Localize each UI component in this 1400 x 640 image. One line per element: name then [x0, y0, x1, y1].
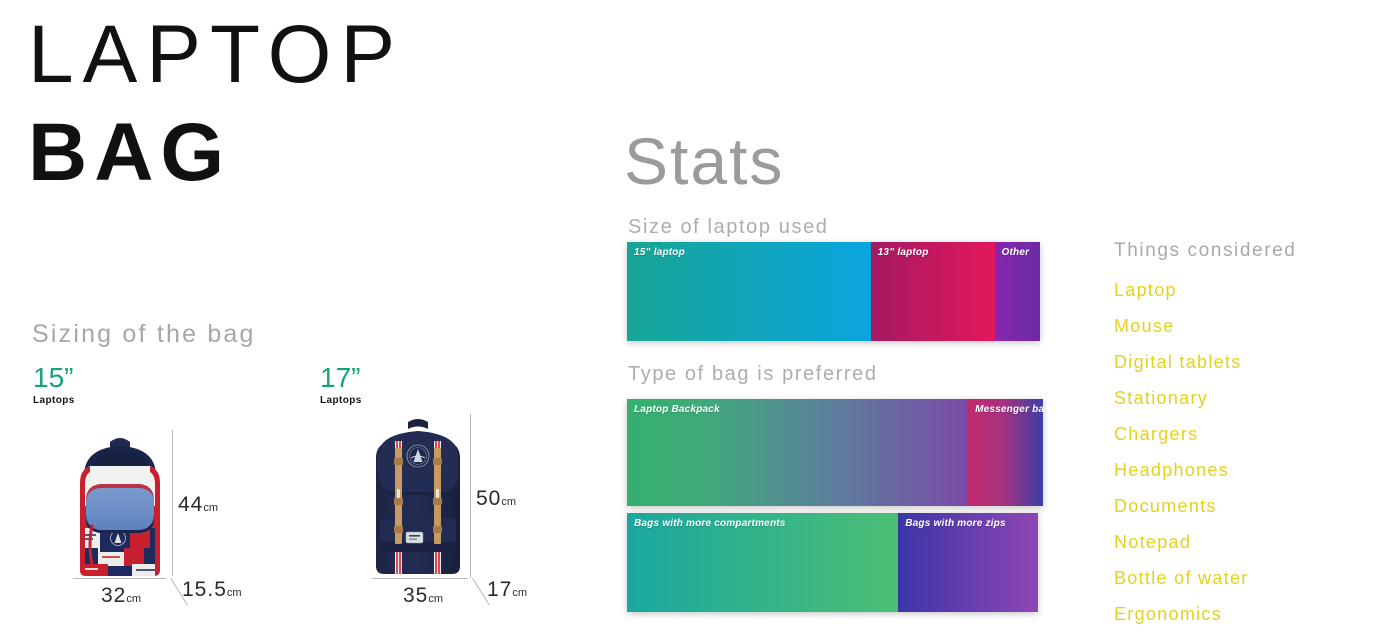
dim-line-width-17 — [372, 578, 468, 579]
bar-segment-other[interactable]: Other — [994, 242, 1040, 341]
chart-caption-type-of-bag: Type of bag is preferred — [628, 363, 878, 385]
considered-item: Stationary — [1114, 388, 1209, 408]
considered-item: Laptop — [1114, 280, 1177, 300]
dim-line-width-15 — [73, 578, 166, 579]
bar-segment-15-laptop[interactable]: 15” laptop — [627, 242, 871, 341]
considered-item: Digital tablets — [1114, 352, 1242, 372]
stats-title: Stats — [624, 124, 785, 198]
chart-caption-size-of-laptop: Size of laptop used — [628, 216, 829, 238]
dim-depth-17: 17cm — [487, 578, 528, 601]
bar-segment-13-laptop[interactable]: 13” laptop — [870, 242, 995, 341]
title-line-2: BAG — [28, 107, 232, 198]
considered-item: Documents — [1114, 496, 1217, 516]
considered-item: Mouse — [1114, 316, 1175, 336]
backpack-image-17-inch — [376, 419, 460, 574]
things-considered-title: Things considered — [1114, 240, 1297, 261]
dim-width-15: 32cm — [101, 584, 142, 607]
considered-item: Headphones — [1114, 460, 1230, 480]
stacked-bar-compartments-vs-zips: Bags with more compartments Bags with mo… — [627, 513, 1038, 612]
page-title: LAPTOP BAG — [28, 14, 404, 194]
things-considered-list: Laptop Mouse Digital tablets Stationary Char… — [1114, 272, 1384, 632]
size-inches-15: 15” — [33, 362, 74, 393]
bar-segment-more-compartments[interactable]: Bags with more compartments — [627, 513, 899, 612]
bar-segment-label: Messenger bags — [975, 404, 1043, 415]
bar-segment-label: Other — [1001, 247, 1030, 258]
considered-item: Notepad — [1114, 532, 1192, 552]
bar-segment-more-zips[interactable]: Bags with more zips — [898, 513, 1038, 612]
title-line-1: LAPTOP — [28, 9, 405, 100]
backpack-image-15-inch — [80, 438, 160, 576]
size-sub-15: Laptops — [33, 395, 75, 406]
size-label-15: 15” Laptops — [33, 362, 75, 406]
dim-depth-15: 15.5cm — [182, 578, 242, 601]
considered-item: Chargers — [1114, 424, 1199, 444]
stacked-bar-type-of-bag: Laptop Backpack Messenger bags — [627, 399, 1043, 506]
considered-item: Ergonomics — [1114, 604, 1223, 624]
bar-segment-label: Laptop Backpack — [634, 404, 720, 415]
bar-segment-label: 13” laptop — [877, 247, 929, 258]
dim-height-15: 44cm — [178, 493, 219, 516]
bar-segment-label: Bags with more zips — [905, 518, 1006, 529]
size-label-17: 17” Laptops — [320, 362, 362, 406]
dim-line-height-15 — [172, 430, 173, 576]
bar-segment-messenger-bags[interactable]: Messenger bags — [968, 399, 1043, 506]
stacked-bar-size-of-laptop: 15” laptop 13” laptop Other — [627, 242, 1040, 341]
bar-segment-laptop-backpack[interactable]: Laptop Backpack — [627, 399, 969, 506]
dim-width-17: 35cm — [403, 584, 444, 607]
considered-item: Bottle of water — [1114, 568, 1249, 588]
dim-height-17: 50cm — [476, 487, 517, 510]
sizing-heading: Sizing of the bag — [32, 320, 256, 348]
size-inches-17: 17” — [320, 362, 361, 393]
bar-segment-label: Bags with more compartments — [634, 518, 786, 529]
bar-segment-label: 15” laptop — [634, 247, 685, 258]
size-sub-17: Laptops — [320, 395, 362, 406]
dim-line-height-17 — [470, 414, 471, 578]
